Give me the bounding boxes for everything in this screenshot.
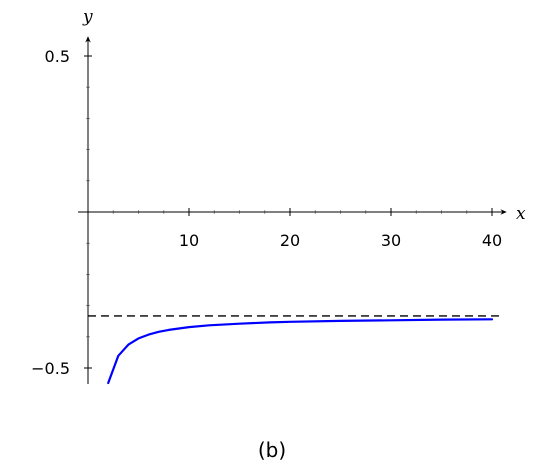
x-tick-label: 20 xyxy=(280,231,300,250)
y-axis-label: y xyxy=(82,7,93,27)
y-tick-label: 0.5 xyxy=(45,47,70,66)
x-tick-label: 30 xyxy=(381,231,401,250)
x-axis-label: x xyxy=(516,204,526,224)
x-tick-label: 10 xyxy=(179,231,199,250)
x-ticks: 10 20 30 40 xyxy=(179,208,502,250)
figure-caption: (b) xyxy=(258,438,286,462)
series-line xyxy=(107,318,494,385)
x-tick-label: 40 xyxy=(482,231,502,250)
y-ticks: −0.5 0.5 xyxy=(31,47,92,378)
y-tick-label: −0.5 xyxy=(31,359,70,378)
series-layer xyxy=(107,318,494,385)
